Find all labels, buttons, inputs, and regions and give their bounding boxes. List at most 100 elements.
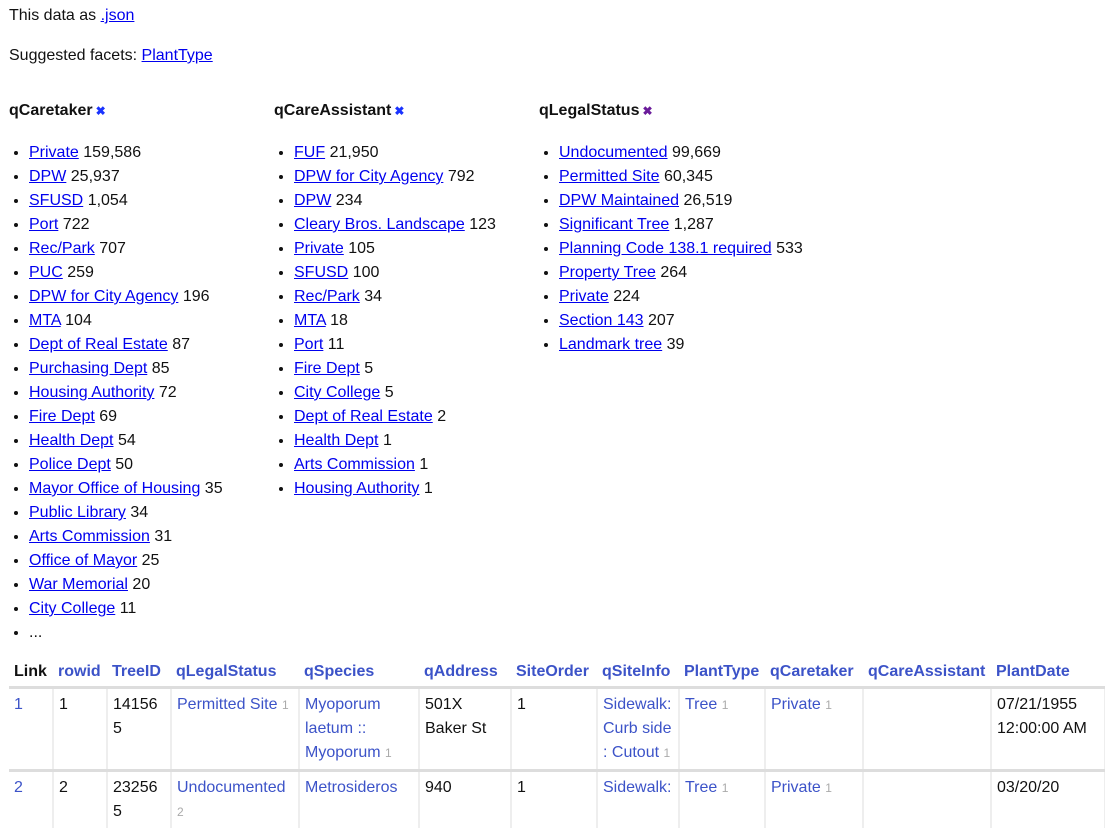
facet-item-link[interactable]: MTA [294, 312, 326, 329]
facet-item-link[interactable]: Landmark tree [559, 336, 662, 353]
facet-item-count: 69 [99, 408, 117, 425]
facet-item-link[interactable]: Health Dept [29, 432, 114, 449]
cell-siteinfo: Sidewalk: Curb side : Cutout 1 [597, 688, 679, 771]
facet-item-link[interactable]: Office of Mayor [29, 552, 137, 569]
column-header-qCaretaker[interactable]: qCaretaker [765, 660, 863, 688]
caretaker-link[interactable]: Private [771, 696, 821, 713]
facet-title-text: qCareAssistant [274, 102, 391, 119]
column-header-rowid[interactable]: rowid [53, 660, 107, 688]
close-icon[interactable]: ✖ [394, 104, 404, 118]
facet-item-link[interactable]: Significant Tree [559, 216, 669, 233]
cell-rowid: 1 [53, 688, 107, 771]
facet-item-link[interactable]: DPW [29, 168, 66, 185]
column-header-PlantDate[interactable]: PlantDate [991, 660, 1105, 688]
column-header-TreeID[interactable]: TreeID [107, 660, 171, 688]
facet-title-text: qCaretaker [9, 102, 93, 119]
facet-item-link[interactable]: Private [29, 144, 79, 161]
cell-caretaker: Private 1 [765, 688, 863, 771]
facet-item-link[interactable]: FUF [294, 144, 325, 161]
caretaker-link[interactable]: Private [771, 779, 821, 796]
facet-item-link[interactable]: Port [294, 336, 323, 353]
facet-item-link[interactable]: Housing Authority [29, 384, 154, 401]
facet-item-link[interactable]: Permitted Site [559, 168, 659, 185]
facet-item-link[interactable]: Private [294, 240, 344, 257]
siteinfo-link[interactable]: Sidewalk: [603, 779, 671, 796]
facet-item-link[interactable]: SFUSD [29, 192, 83, 209]
facet-item-link[interactable]: Property Tree [559, 264, 656, 281]
facet-item-count: 105 [348, 240, 375, 257]
facet-item-count: 259 [67, 264, 94, 281]
facet-item-link[interactable]: Fire Dept [29, 408, 95, 425]
facet-item-link[interactable]: Arts Commission [294, 456, 415, 473]
facet-item-link[interactable]: DPW for City Agency [29, 288, 178, 305]
facet-item-link[interactable]: Planning Code 138.1 required [559, 240, 772, 257]
legal-link[interactable]: Undocumented [177, 779, 286, 796]
facet-item-link[interactable]: Arts Commission [29, 528, 150, 545]
column-header-label: qLegalStatus [176, 663, 276, 680]
planttype-link[interactable]: Tree [685, 779, 717, 796]
facet-item-link[interactable]: Police Dept [29, 456, 111, 473]
facet-item-link[interactable]: Dept of Real Estate [29, 336, 168, 353]
facet-item-link[interactable]: DPW Maintained [559, 192, 679, 209]
siteinfo-link[interactable]: Sidewalk: Curb side : Cutout [603, 696, 671, 761]
facet-qCaretaker: qCaretaker✖Private 159,586DPW 25,937SFUS… [9, 101, 274, 121]
cell-siteorder: 1 [511, 771, 597, 828]
address-value: 501X Baker St [425, 696, 486, 737]
facet-item-count: 1 [419, 456, 428, 473]
species-link[interactable]: Myoporum laetum :: Myoporum [305, 696, 381, 761]
column-header-PlantType[interactable]: PlantType [679, 660, 765, 688]
facet-item-link[interactable]: City College [294, 384, 380, 401]
facet-item-link[interactable]: City College [29, 600, 115, 617]
facet-item-link[interactable]: Rec/Park [29, 240, 95, 257]
facet-item: Arts Commission 31 [29, 525, 274, 549]
facet-item-link[interactable]: Undocumented [559, 144, 668, 161]
facet-item-link[interactable]: Housing Authority [294, 480, 419, 497]
cell-planttype: Tree 1 [679, 688, 765, 771]
facet-item-count: 104 [65, 312, 92, 329]
column-header-qAddress[interactable]: qAddress [419, 660, 511, 688]
facet-item-link[interactable]: Purchasing Dept [29, 360, 147, 377]
facet-item: Private 105 [294, 237, 539, 261]
legal-link[interactable]: Permitted Site [177, 696, 277, 713]
facet-item-link[interactable]: Dept of Real Estate [294, 408, 433, 425]
link-link[interactable]: 1 [14, 696, 23, 713]
facet-item-link[interactable]: Rec/Park [294, 288, 360, 305]
close-icon[interactable]: ✖ [96, 104, 106, 118]
planttype-link[interactable]: Tree [685, 696, 717, 713]
facet-item-count: 60,345 [664, 168, 713, 185]
facet-item-link[interactable]: Health Dept [294, 432, 379, 449]
facet-item-link[interactable]: Mayor Office of Housing [29, 480, 200, 497]
facet-item-link[interactable]: MTA [29, 312, 61, 329]
facet-item-link[interactable]: Section 143 [559, 312, 644, 329]
count-badge: 2 [177, 805, 184, 819]
facet-item-count: 707 [99, 240, 126, 257]
suggested-facet-planttype[interactable]: PlantType [142, 47, 213, 64]
facet-item-link[interactable]: Private [559, 288, 609, 305]
facet-item-link[interactable]: Public Library [29, 504, 126, 521]
facet-item-link[interactable]: Cleary Bros. Landscape [294, 216, 465, 233]
facet-item-link[interactable]: SFUSD [294, 264, 348, 281]
column-header-qSpecies[interactable]: qSpecies [299, 660, 419, 688]
column-header-qLegalStatus[interactable]: qLegalStatus [171, 660, 299, 688]
facet-item-link[interactable]: DPW [294, 192, 331, 209]
species-link[interactable]: Metrosideros [305, 779, 397, 796]
link-link[interactable]: 2 [14, 779, 23, 796]
facet-more[interactable]: ... [29, 621, 274, 645]
cell-rowid: 2 [53, 771, 107, 828]
json-link[interactable]: .json [101, 7, 135, 24]
close-icon[interactable]: ✖ [642, 104, 652, 118]
facet-item-link[interactable]: War Memorial [29, 576, 128, 593]
facet-item-link[interactable]: PUC [29, 264, 63, 281]
column-header-qCareAssistant[interactable]: qCareAssistant [863, 660, 991, 688]
facet-item-link[interactable]: Port [29, 216, 58, 233]
column-header-qSiteInfo[interactable]: qSiteInfo [597, 660, 679, 688]
facet-item: Private 159,586 [29, 141, 274, 165]
facet-item-link[interactable]: Fire Dept [294, 360, 360, 377]
facet-item-count: 207 [648, 312, 675, 329]
column-header-SiteOrder[interactable]: SiteOrder [511, 660, 597, 688]
facet-item-link[interactable]: DPW for City Agency [294, 168, 443, 185]
facet-item-count: 87 [172, 336, 190, 353]
